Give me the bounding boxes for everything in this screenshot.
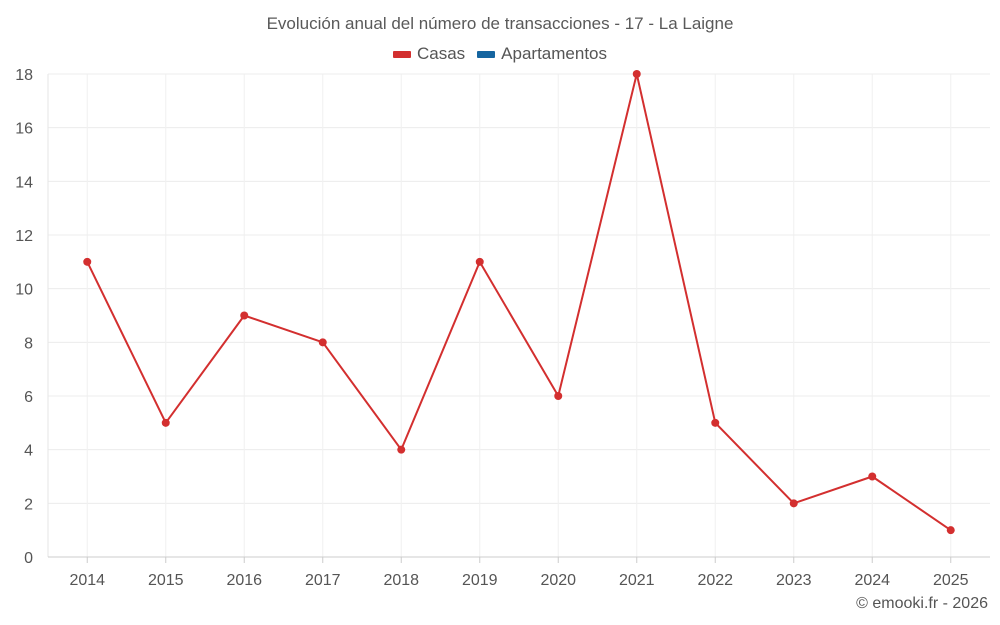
data-point[interactable] [475,257,484,266]
legend-label-apartamentos: Apartamentos [501,44,608,63]
data-point[interactable] [946,526,955,535]
y-tick-label: 14 [15,174,33,191]
data-point[interactable] [161,418,170,427]
x-tick-label: 2016 [226,572,262,589]
x-tick-label: 2019 [462,572,498,589]
chart-legend: Casas Apartamentos [0,44,1000,64]
y-tick-label: 12 [15,228,33,245]
x-tick-label: 2021 [619,572,655,589]
credit-text: © emooki.fr - 2026 [856,595,988,612]
y-tick-label: 2 [24,496,33,513]
data-point[interactable] [318,338,327,347]
data-point[interactable] [789,499,798,508]
y-tick-label: 4 [24,443,33,460]
chart-title: Evolución anual del número de transaccio… [266,14,734,33]
x-tick-label: 2020 [540,572,576,589]
y-tick-label: 6 [24,389,33,406]
legend-swatch-casas [392,50,411,58]
x-tick-label: 2015 [148,572,184,589]
axes: 0 2 4 6 8 10 12 14 16 18 2014 2015 2016 2017 2018 2019 2… [15,67,990,589]
data-point[interactable] [240,311,249,320]
legend-item-apartamentos[interactable]: Apartamentos [477,44,607,64]
series [83,70,955,535]
series-line-casas [86,73,952,531]
x-tick-label: 2023 [776,572,812,589]
data-point[interactable] [83,257,92,266]
y-tick-label: 8 [24,335,33,352]
legend-label-casas: Casas [416,44,466,63]
y-tick-label: 16 [15,121,33,138]
y-tick-label: 10 [15,282,33,299]
grid [48,73,990,557]
data-point[interactable] [632,70,641,78]
x-tick-label: 2014 [69,572,105,589]
x-tick-label: 2018 [383,572,419,589]
data-point[interactable] [711,418,720,427]
x-tick-label: 2017 [305,572,341,589]
y-tick-label: 0 [24,550,33,567]
legend-item-casas[interactable]: Casas [392,44,466,64]
data-point[interactable] [554,392,563,400]
legend-swatch-apartamentos [477,50,496,58]
data-point[interactable] [868,472,877,481]
x-tick-label: 2025 [933,572,969,589]
x-tick-label: 2024 [854,572,890,589]
x-tick-label: 2022 [697,572,733,589]
y-tick-label: 18 [15,67,33,84]
data-point[interactable] [397,445,406,454]
